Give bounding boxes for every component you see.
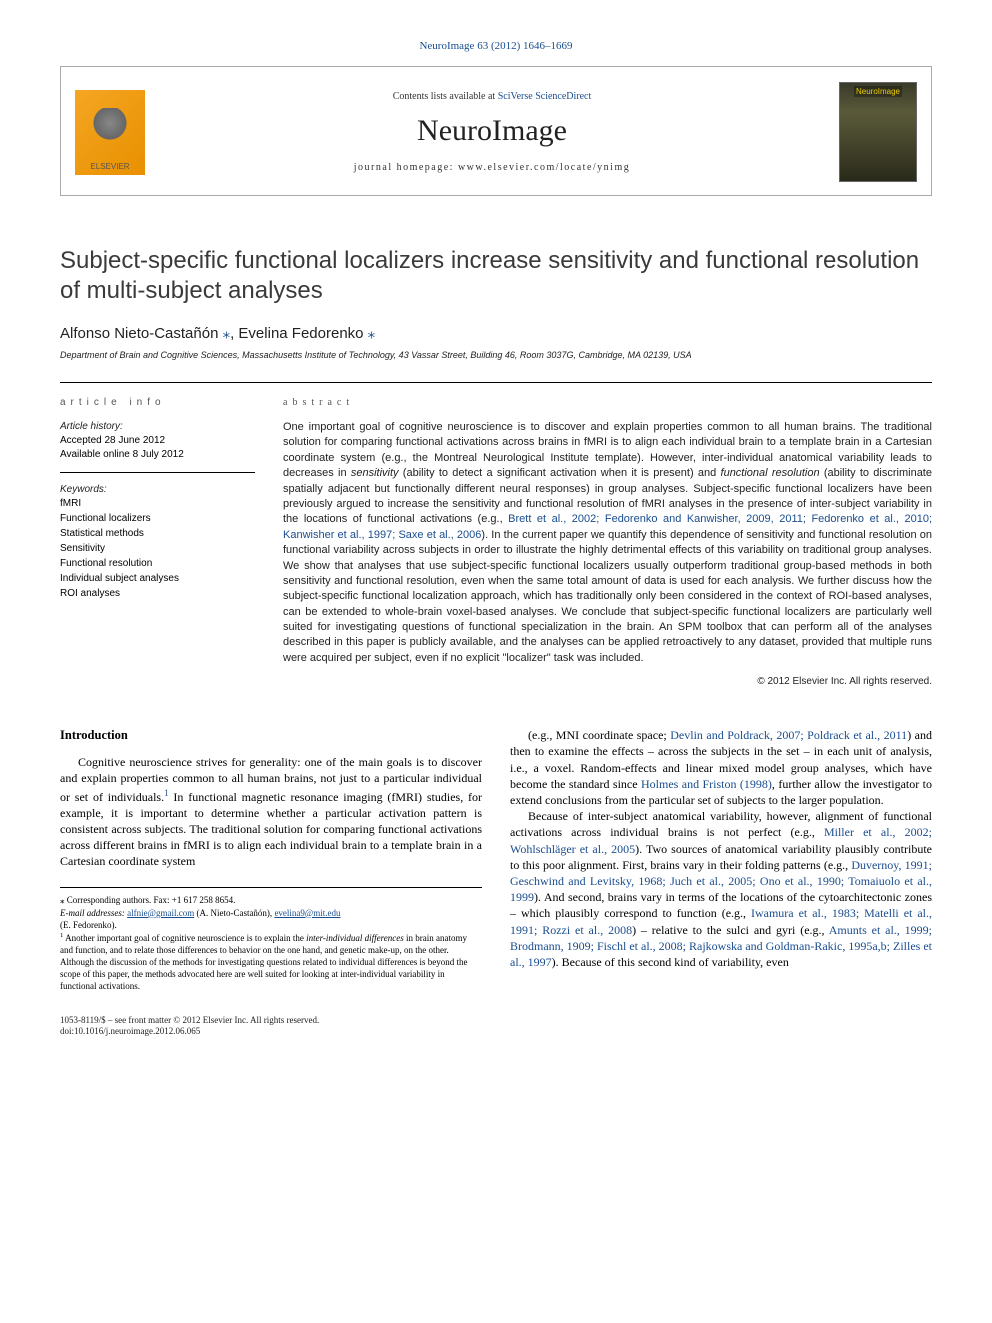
cover-label: NeuroImage xyxy=(854,86,902,97)
elsevier-tree-icon xyxy=(90,108,130,158)
accepted-date: Accepted 28 June 2012 xyxy=(60,434,255,448)
authors: Alfonso Nieto-Castañón ⁎, Evelina Fedore… xyxy=(60,324,932,342)
emails-label: E-mail addresses: xyxy=(60,908,125,918)
abstract-text: One important goal of cognitive neurosci… xyxy=(283,420,932,666)
footnotes: ⁎ Corresponding authors. Fax: +1 617 258… xyxy=(60,887,482,992)
keyword: fMRI xyxy=(60,497,255,511)
affiliation: Department of Brain and Cognitive Scienc… xyxy=(60,350,932,360)
body-paragraph: Because of inter-subject anatomical vari… xyxy=(510,808,932,970)
body-paragraph: (e.g., MNI coordinate space; Devlin and … xyxy=(510,727,932,808)
history-label: Article history: xyxy=(60,420,255,434)
masthead: ELSEVIER Contents lists available at Sci… xyxy=(60,66,932,196)
abstract-column: abstract One important goal of cognitive… xyxy=(283,397,932,687)
keyword: Functional localizers xyxy=(60,512,255,526)
keyword: Functional resolution xyxy=(60,557,255,571)
keywords-label: Keywords: xyxy=(60,483,255,497)
article-info-column: article info Article history: Accepted 2… xyxy=(60,397,255,687)
keyword: Statistical methods xyxy=(60,527,255,541)
journal-cover-thumbnail: NeuroImage xyxy=(839,82,917,182)
author-email-name: (A. Nieto-Castañón), xyxy=(196,908,272,918)
journal-title: NeuroImage xyxy=(145,114,839,148)
body-columns: Introduction Cognitive neuroscience stri… xyxy=(60,727,932,1038)
sciencedirect-link[interactable]: SciVerse ScienceDirect xyxy=(498,91,592,102)
contents-prefix: Contents lists available at xyxy=(393,91,498,102)
keyword: Sensitivity xyxy=(60,542,255,556)
publisher-name: ELSEVIER xyxy=(90,162,129,171)
body-paragraph: Cognitive neuroscience strives for gener… xyxy=(60,754,482,869)
keyword: Individual subject analyses xyxy=(60,572,255,586)
author-email-name: (E. Fedorenko). xyxy=(60,919,482,931)
journal-reference: NeuroImage 63 (2012) 1646–1669 xyxy=(60,40,932,52)
introduction-heading: Introduction xyxy=(60,727,482,744)
body-column-left: Introduction Cognitive neuroscience stri… xyxy=(60,727,482,1038)
abstract-copyright: © 2012 Elsevier Inc. All rights reserved… xyxy=(283,676,932,687)
author-email-link[interactable]: alfnie@gmail.com xyxy=(127,908,194,918)
footer-meta: 1053-8119/$ – see front matter © 2012 El… xyxy=(60,1015,482,1038)
article-info-heading: article info xyxy=(60,397,255,408)
keyword: ROI analyses xyxy=(60,587,255,601)
info-abstract-row: article info Article history: Accepted 2… xyxy=(60,382,932,687)
author-email-link[interactable]: evelina9@mit.edu xyxy=(274,908,340,918)
abstract-heading: abstract xyxy=(283,397,932,408)
front-matter-line: 1053-8119/$ – see front matter © 2012 El… xyxy=(60,1015,482,1027)
journal-homepage: journal homepage: www.elsevier.com/locat… xyxy=(145,162,839,173)
article-title: Subject-specific functional localizers i… xyxy=(60,246,932,306)
doi-line: doi:10.1016/j.neuroimage.2012.06.065 xyxy=(60,1026,482,1038)
footnote-1: 1 Another important goal of cognitive ne… xyxy=(60,931,482,993)
elsevier-logo: ELSEVIER xyxy=(75,90,145,175)
online-date: Available online 8 July 2012 xyxy=(60,448,255,462)
contents-line: Contents lists available at SciVerse Sci… xyxy=(145,91,839,102)
masthead-center: Contents lists available at SciVerse Sci… xyxy=(145,91,839,173)
keywords-block: Keywords: fMRI Functional localizers Sta… xyxy=(60,483,255,612)
email-line: E-mail addresses: alfnie@gmail.com (A. N… xyxy=(60,907,482,919)
article-history-block: Article history: Accepted 28 June 2012 A… xyxy=(60,420,255,473)
body-column-right: (e.g., MNI coordinate space; Devlin and … xyxy=(510,727,932,1038)
keywords-list: fMRI Functional localizers Statistical m… xyxy=(60,497,255,601)
corresponding-author-note: ⁎ Corresponding authors. Fax: +1 617 258… xyxy=(60,894,482,906)
